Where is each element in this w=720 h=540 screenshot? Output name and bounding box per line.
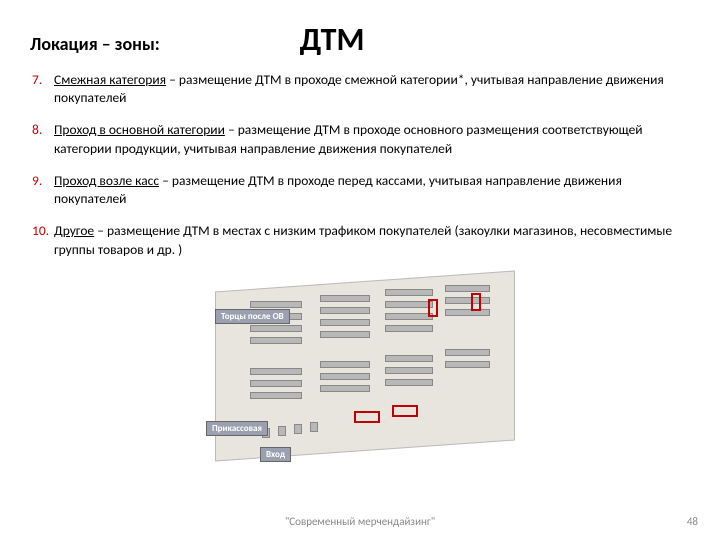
shelf (250, 337, 302, 344)
item-lead: Другое (54, 222, 94, 239)
list-item: 7. Смежная категория – размещение ДТМ в … (30, 71, 690, 107)
item-number: 10. (32, 222, 54, 258)
item-lead: Проход в основной категории (54, 121, 225, 138)
subtitle: Локация – зоны: (30, 33, 160, 55)
shelf (385, 325, 433, 332)
item-number: 7. (32, 71, 54, 107)
highlight-marker (392, 405, 418, 417)
shelf (320, 295, 370, 302)
shelf (445, 285, 490, 292)
item-text: Смежная категория – размещение ДТМ в про… (54, 71, 690, 107)
shelf (320, 331, 370, 338)
shelf (445, 361, 490, 368)
list-item: 8. Проход в основной категории – размеще… (30, 121, 690, 157)
shelf (385, 289, 433, 296)
shelf (385, 301, 433, 308)
numbered-list: 7. Смежная категория – размещение ДТМ в … (30, 71, 690, 259)
shelf (278, 426, 286, 436)
list-item: 10. Другое – размещение ДТМ в местах с н… (30, 222, 690, 258)
item-number: 8. (32, 121, 54, 157)
shelf (310, 422, 318, 432)
shelf (385, 313, 433, 320)
highlight-marker (471, 293, 481, 311)
item-rest: – размещение ДТМ в местах с низким трафи… (54, 222, 672, 257)
shelf (294, 424, 302, 434)
item-text: Другое – размещение ДТМ в местах с низки… (54, 222, 690, 258)
shelf (320, 361, 370, 368)
shelf (385, 355, 433, 362)
shelf (385, 367, 433, 374)
highlight-marker (354, 411, 380, 423)
tag-vhod: Вход (260, 447, 291, 462)
item-text: Проход возле касс – размещение ДТМ в про… (54, 172, 690, 208)
shelf (320, 385, 370, 392)
item-lead: Проход возле касс (54, 172, 159, 189)
page-title: ДТМ (300, 20, 365, 59)
shelf (250, 392, 302, 399)
shelf (250, 368, 302, 375)
shelf (250, 325, 302, 332)
shelf (250, 380, 302, 387)
tag-tortsy: Торцы после OB (215, 309, 290, 324)
shelf (320, 307, 370, 314)
footer-caption: "Современный мерчендайзинг" (0, 515, 720, 528)
shelf (250, 301, 302, 308)
highlight-marker (428, 299, 438, 317)
item-text: Проход в основной категории – размещение… (54, 121, 690, 157)
shelf (320, 319, 370, 326)
item-number: 9. (32, 172, 54, 208)
shelf (385, 379, 433, 386)
floor-plan-diagram: Торцы после OB Прикассовая Вход (180, 273, 540, 468)
shelf (320, 373, 370, 380)
shelf (445, 349, 490, 356)
page-number: 48 (687, 515, 698, 528)
list-item: 9. Проход возле касс – размещение ДТМ в … (30, 172, 690, 208)
tag-prikassovaya: Прикассовая (206, 421, 268, 436)
shelf (445, 309, 490, 316)
shelf (445, 297, 490, 304)
item-lead: Смежная категория (54, 71, 166, 88)
